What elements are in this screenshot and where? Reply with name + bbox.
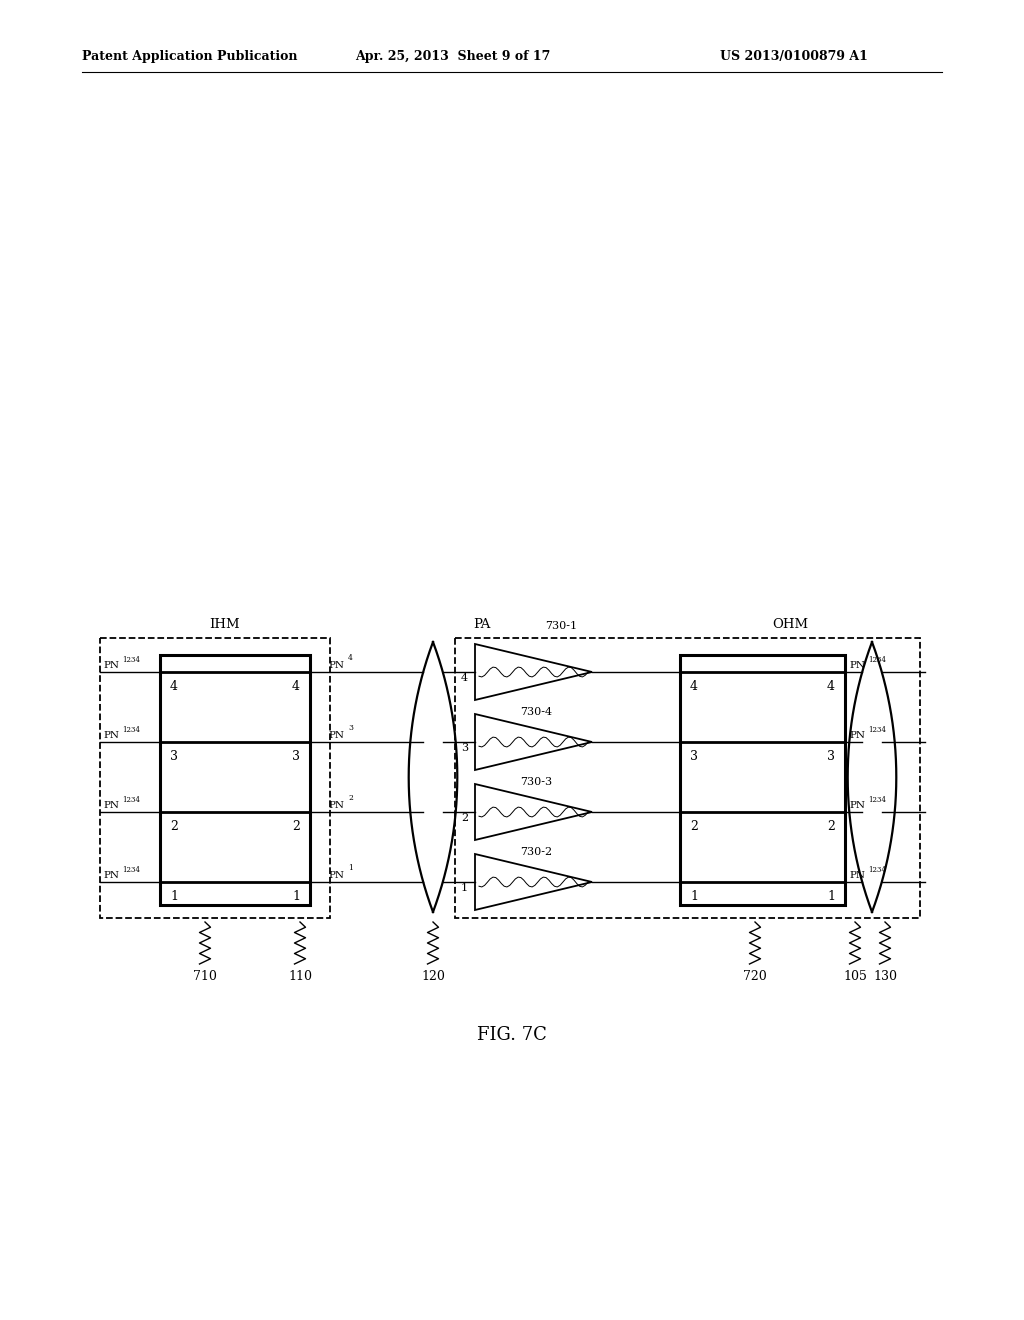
Text: 2: 2 — [348, 795, 353, 803]
Bar — [100, 638, 330, 917]
Text: 1234: 1234 — [122, 796, 140, 804]
Text: PN: PN — [103, 801, 119, 810]
Text: 3: 3 — [292, 750, 300, 763]
Text: 3: 3 — [827, 750, 835, 763]
Text: PN: PN — [328, 661, 344, 671]
Text: 1234: 1234 — [868, 726, 886, 734]
Text: PN: PN — [103, 731, 119, 741]
Text: 1: 1 — [170, 890, 178, 903]
Text: PN: PN — [849, 661, 865, 671]
Text: PN: PN — [103, 871, 119, 880]
Text: 1: 1 — [461, 883, 468, 894]
Text: 1234: 1234 — [122, 726, 140, 734]
Text: 130: 130 — [873, 970, 897, 983]
Text: Patent Application Publication: Patent Application Publication — [82, 50, 298, 63]
Text: 110: 110 — [288, 970, 312, 983]
Text: 2: 2 — [690, 820, 698, 833]
Text: 710: 710 — [194, 970, 217, 983]
Text: 730-2: 730-2 — [520, 847, 552, 857]
Text: 4: 4 — [461, 673, 468, 682]
Text: 3: 3 — [690, 750, 698, 763]
Text: OHM: OHM — [772, 618, 808, 631]
Text: 730-3: 730-3 — [520, 777, 552, 787]
Text: 2: 2 — [292, 820, 300, 833]
Text: PA: PA — [473, 618, 490, 631]
Text: 105: 105 — [843, 970, 867, 983]
Text: IHM: IHM — [210, 618, 241, 631]
Bar — [160, 655, 310, 906]
Text: 1: 1 — [348, 865, 353, 873]
Text: 4: 4 — [348, 653, 353, 663]
Bar — [680, 655, 845, 906]
Text: 1: 1 — [690, 890, 698, 903]
Text: 1234: 1234 — [868, 656, 886, 664]
Text: 1234: 1234 — [122, 656, 140, 664]
Text: 1: 1 — [827, 890, 835, 903]
Text: 120: 120 — [421, 970, 445, 983]
Text: 4: 4 — [690, 680, 698, 693]
Text: 1: 1 — [292, 890, 300, 903]
Text: 3: 3 — [348, 723, 353, 733]
Text: 1234: 1234 — [868, 866, 886, 874]
Text: Apr. 25, 2013  Sheet 9 of 17: Apr. 25, 2013 Sheet 9 of 17 — [355, 50, 550, 63]
Text: 3: 3 — [461, 743, 468, 752]
Text: 4: 4 — [292, 680, 300, 693]
Text: PN: PN — [328, 801, 344, 810]
Text: 730-1: 730-1 — [545, 620, 578, 631]
Text: 4: 4 — [170, 680, 178, 693]
Text: PN: PN — [328, 871, 344, 880]
Text: 3: 3 — [170, 750, 178, 763]
Text: US 2013/0100879 A1: US 2013/0100879 A1 — [720, 50, 868, 63]
Text: 730-4: 730-4 — [520, 708, 552, 717]
Text: PN: PN — [849, 871, 865, 880]
Text: PN: PN — [103, 661, 119, 671]
Text: PN: PN — [849, 801, 865, 810]
Text: 1234: 1234 — [122, 866, 140, 874]
Text: FIG. 7C: FIG. 7C — [477, 1026, 547, 1044]
Text: 2: 2 — [461, 813, 468, 822]
Text: 720: 720 — [743, 970, 767, 983]
Text: 4: 4 — [827, 680, 835, 693]
Bar — [455, 638, 920, 917]
Text: 2: 2 — [170, 820, 178, 833]
Text: 1234: 1234 — [868, 796, 886, 804]
Text: PN: PN — [849, 731, 865, 741]
Text: 2: 2 — [827, 820, 835, 833]
Text: PN: PN — [328, 731, 344, 741]
